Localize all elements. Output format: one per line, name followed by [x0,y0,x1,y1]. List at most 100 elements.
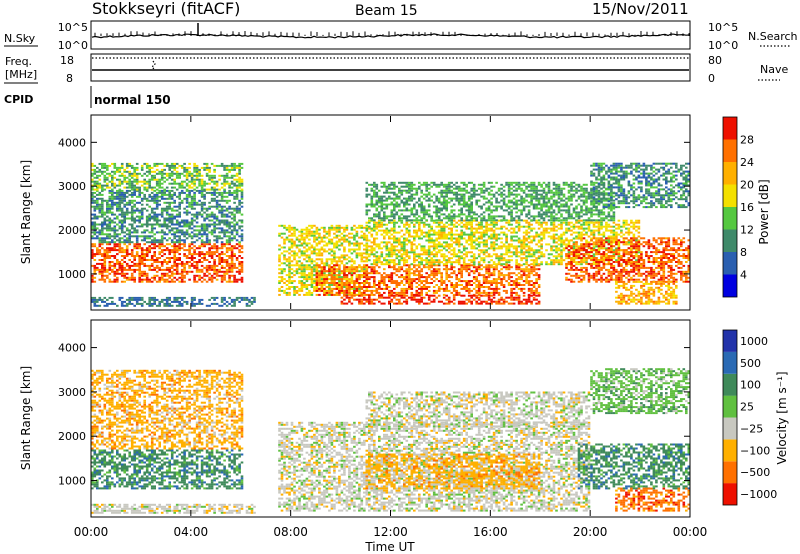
heatmap-cell [251,297,254,299]
heatmap-cell [495,282,498,284]
heatmap-cell [143,183,146,185]
heatmap-cell [218,257,221,259]
heatmap-cell [358,290,361,292]
heatmap-cell [221,231,224,233]
heatmap-cell [196,216,199,218]
heatmap-cell [443,245,446,247]
heatmap-cell [148,265,151,267]
heatmap-cell [308,292,311,294]
heatmap-cell [500,284,503,286]
heatmap-cell [228,165,231,167]
heatmap-cell [226,263,229,265]
heatmap-cell [368,276,371,278]
heatmap-cell [401,241,404,243]
heatmap-cell [443,226,446,228]
heatmap-cell [530,284,533,286]
heatmap-cell [448,238,451,240]
heatmap-cell [313,249,316,251]
heatmap-cell [383,268,386,270]
heatmap-cell [393,226,396,228]
heatmap-cell [495,247,498,249]
heatmap-cell [99,185,102,187]
heatmap-cell [458,259,461,261]
heatmap-cell [450,253,453,255]
heatmap-cell [475,230,478,232]
heatmap-cell [316,233,319,235]
heatmap-cell [241,233,244,235]
heatmap-cell [346,303,349,305]
heatmap-cell [338,264,341,266]
heatmap-cell [228,171,231,173]
heatmap-cell [168,190,171,192]
heatmap-cell [463,295,466,297]
heatmap-cell [101,224,104,226]
heatmap-cell [381,288,384,290]
heatmap-cell [503,301,506,303]
heatmap-cell [153,198,156,200]
heatmap-cell [396,292,399,294]
heatmap-cell [101,216,104,218]
heatmap-cell [485,266,488,268]
heatmap-cell [495,268,498,270]
heatmap-cell [131,185,134,187]
heatmap-cell [425,288,428,290]
heatmap-cell [351,303,354,305]
heatmap-cell [420,238,423,240]
heatmap-cell [406,264,409,266]
heatmap-cell [515,268,518,270]
heatmap-cell [208,177,211,179]
heatmap-cell [178,187,181,189]
heatmap-cell [465,241,468,243]
heatmap-cell [143,173,146,175]
heatmap-cell [301,266,304,268]
heatmap-cell [121,220,124,222]
heatmap-cell [106,177,109,179]
heatmap-cell [218,222,221,224]
heatmap-cell [448,247,451,249]
heatmap-cell [303,282,306,284]
heatmap-cell [288,227,291,229]
heatmap-cell [393,288,396,290]
heatmap-cell [153,214,156,216]
heatmap-cell [198,190,201,192]
heatmap-cell [478,236,481,238]
heatmap-cell [433,274,436,276]
heatmap-cell [368,284,371,286]
heatmap-cell [480,274,483,276]
heatmap-cell [361,268,364,270]
heatmap-cell [401,243,404,245]
heatmap-cell [114,177,117,179]
heatmap-cell [363,235,366,237]
heatmap-cell [213,181,216,183]
heatmap-cell [221,183,224,185]
heatmap-cell [535,268,538,270]
heatmap-cell [408,278,411,280]
heatmap-cell [216,237,219,239]
heatmap-cell [223,267,226,269]
heatmap-cell [351,286,354,288]
heatmap-cell [423,251,426,253]
heatmap-cell [116,192,119,194]
heatmap-cell [416,253,419,255]
heatmap-cell [114,229,117,231]
heatmap-cell [490,222,493,224]
heatmap-cell [493,247,496,249]
heatmap-cell [178,225,181,227]
heatmap-cell [241,183,244,185]
heatmap-cell [458,251,461,253]
heatmap-cell [373,240,376,242]
heatmap-cell [231,194,234,196]
heatmap-cell [148,181,151,183]
heatmap-cell [373,253,376,255]
heatmap-cell [371,299,374,301]
heatmap-cell [356,278,359,280]
heatmap-cell [463,245,466,247]
heatmap-cell [535,299,538,301]
heatmap-cell [433,290,436,292]
heatmap-cell [358,254,361,256]
heatmap-cell [161,273,164,275]
heatmap-cell [413,278,416,280]
heatmap-cell [196,269,199,271]
heatmap-cell [483,276,486,278]
heatmap-cell [138,202,141,204]
